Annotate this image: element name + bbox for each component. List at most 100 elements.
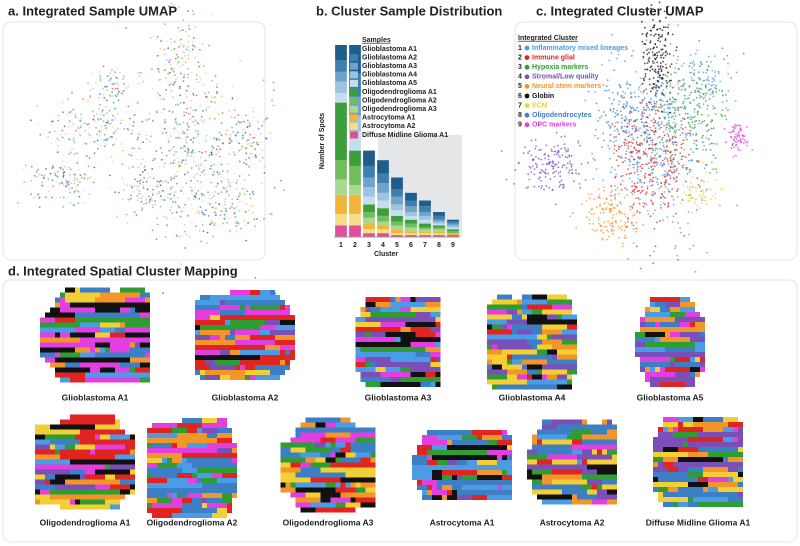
- tissue-spot: [115, 459, 120, 465]
- umap-point: [157, 92, 160, 95]
- tissue-spot: [200, 355, 205, 360]
- umap-point: [669, 65, 672, 68]
- umap-point: [259, 132, 262, 135]
- umap-point: [650, 185, 652, 187]
- tissue-spot: [35, 449, 40, 455]
- tissue-spot: [70, 287, 75, 293]
- tissue-spot: [365, 352, 371, 357]
- umap-point: [196, 173, 199, 175]
- tissue-spot: [235, 300, 240, 305]
- umap-point: [40, 184, 43, 187]
- umap-point: [679, 134, 682, 137]
- umap-point: [149, 198, 152, 201]
- tissue-spot: [250, 360, 255, 365]
- umap-point: [680, 143, 683, 146]
- umap-point: [202, 110, 204, 112]
- umap-point: [623, 213, 626, 216]
- umap-point: [567, 148, 570, 150]
- umap-point: [611, 166, 613, 169]
- tissue-spot: [562, 344, 567, 350]
- umap-point: [677, 222, 679, 224]
- umap-point: [210, 266, 213, 269]
- bar-segment: [391, 204, 403, 211]
- umap-point: [211, 221, 213, 224]
- umap-point: [200, 119, 203, 121]
- umap-point: [229, 146, 232, 149]
- tissue-spot: [50, 424, 55, 430]
- umap-point: [182, 130, 185, 133]
- bar-segment: [405, 200, 417, 207]
- umap-point: [180, 190, 183, 192]
- tissue-spot: [502, 384, 507, 390]
- umap-point: [597, 216, 600, 219]
- bar-segment: [363, 229, 375, 234]
- tissue-spot: [195, 320, 200, 325]
- umap-point: [704, 199, 707, 202]
- legend-dot: [524, 103, 530, 108]
- tissue-spot: [110, 439, 115, 445]
- tissue-spot: [105, 479, 110, 485]
- tissue-spot: [245, 315, 250, 320]
- tissue-spot: [95, 317, 100, 323]
- bar-segment: [349, 150, 361, 166]
- umap-point: [163, 98, 165, 100]
- tissue-spot: [655, 382, 660, 387]
- umap-point: [668, 53, 671, 55]
- umap-point: [541, 185, 543, 187]
- umap-point: [667, 122, 670, 124]
- umap-point: [669, 43, 672, 45]
- umap-point: [641, 40, 644, 43]
- tissue-spot: [70, 419, 75, 425]
- tissue-spot: [567, 319, 572, 325]
- tissue-spot: [517, 329, 522, 335]
- umap-point: [83, 122, 86, 124]
- umap-point: [676, 160, 679, 163]
- tissue-spot: [210, 310, 215, 315]
- tissue-spot: [492, 384, 497, 390]
- tissue-spot: [527, 319, 532, 325]
- umap-point: [231, 198, 234, 201]
- umap-point: [595, 168, 598, 170]
- umap-point: [88, 132, 91, 135]
- umap-point: [177, 26, 180, 29]
- umap-point: [120, 119, 123, 122]
- umap-point: [631, 163, 634, 166]
- umap-point: [631, 125, 634, 128]
- umap-point: [682, 79, 685, 82]
- tissue-spot: [405, 347, 411, 352]
- umap-point: [138, 147, 140, 150]
- umap-point: [176, 103, 179, 106]
- bar-segment: [363, 223, 375, 230]
- umap-point: [675, 144, 678, 146]
- umap-point: [642, 131, 645, 134]
- umap-point: [232, 207, 235, 209]
- tissue-spot: [650, 352, 655, 357]
- tissue-spot: [542, 354, 547, 360]
- umap-point: [653, 102, 656, 105]
- tissue-spot: [195, 300, 200, 305]
- umap-point: [164, 236, 167, 238]
- umap-point: [178, 6, 180, 9]
- tissue-spot: [430, 372, 436, 377]
- tissue-spot: [100, 454, 105, 460]
- umap-point: [728, 131, 731, 134]
- umap-point: [623, 103, 625, 105]
- umap-point: [675, 46, 678, 49]
- tissue-spot: [567, 349, 572, 355]
- bar-segment: [377, 215, 389, 222]
- umap-point: [235, 134, 238, 137]
- umap-point: [100, 145, 102, 147]
- tissue-spot: [290, 320, 295, 325]
- umap-point: [633, 125, 636, 127]
- tissue-spot: [675, 322, 680, 327]
- umap-point: [698, 102, 701, 105]
- tissue-spot: [105, 424, 110, 430]
- umap-point: [203, 122, 206, 124]
- umap-point: [653, 86, 655, 88]
- umap-point: [500, 150, 503, 152]
- umap-point: [180, 43, 183, 46]
- umap-point: [252, 147, 255, 149]
- tissue-spot: [235, 350, 240, 355]
- umap-point: [627, 218, 629, 221]
- umap-point: [687, 233, 690, 236]
